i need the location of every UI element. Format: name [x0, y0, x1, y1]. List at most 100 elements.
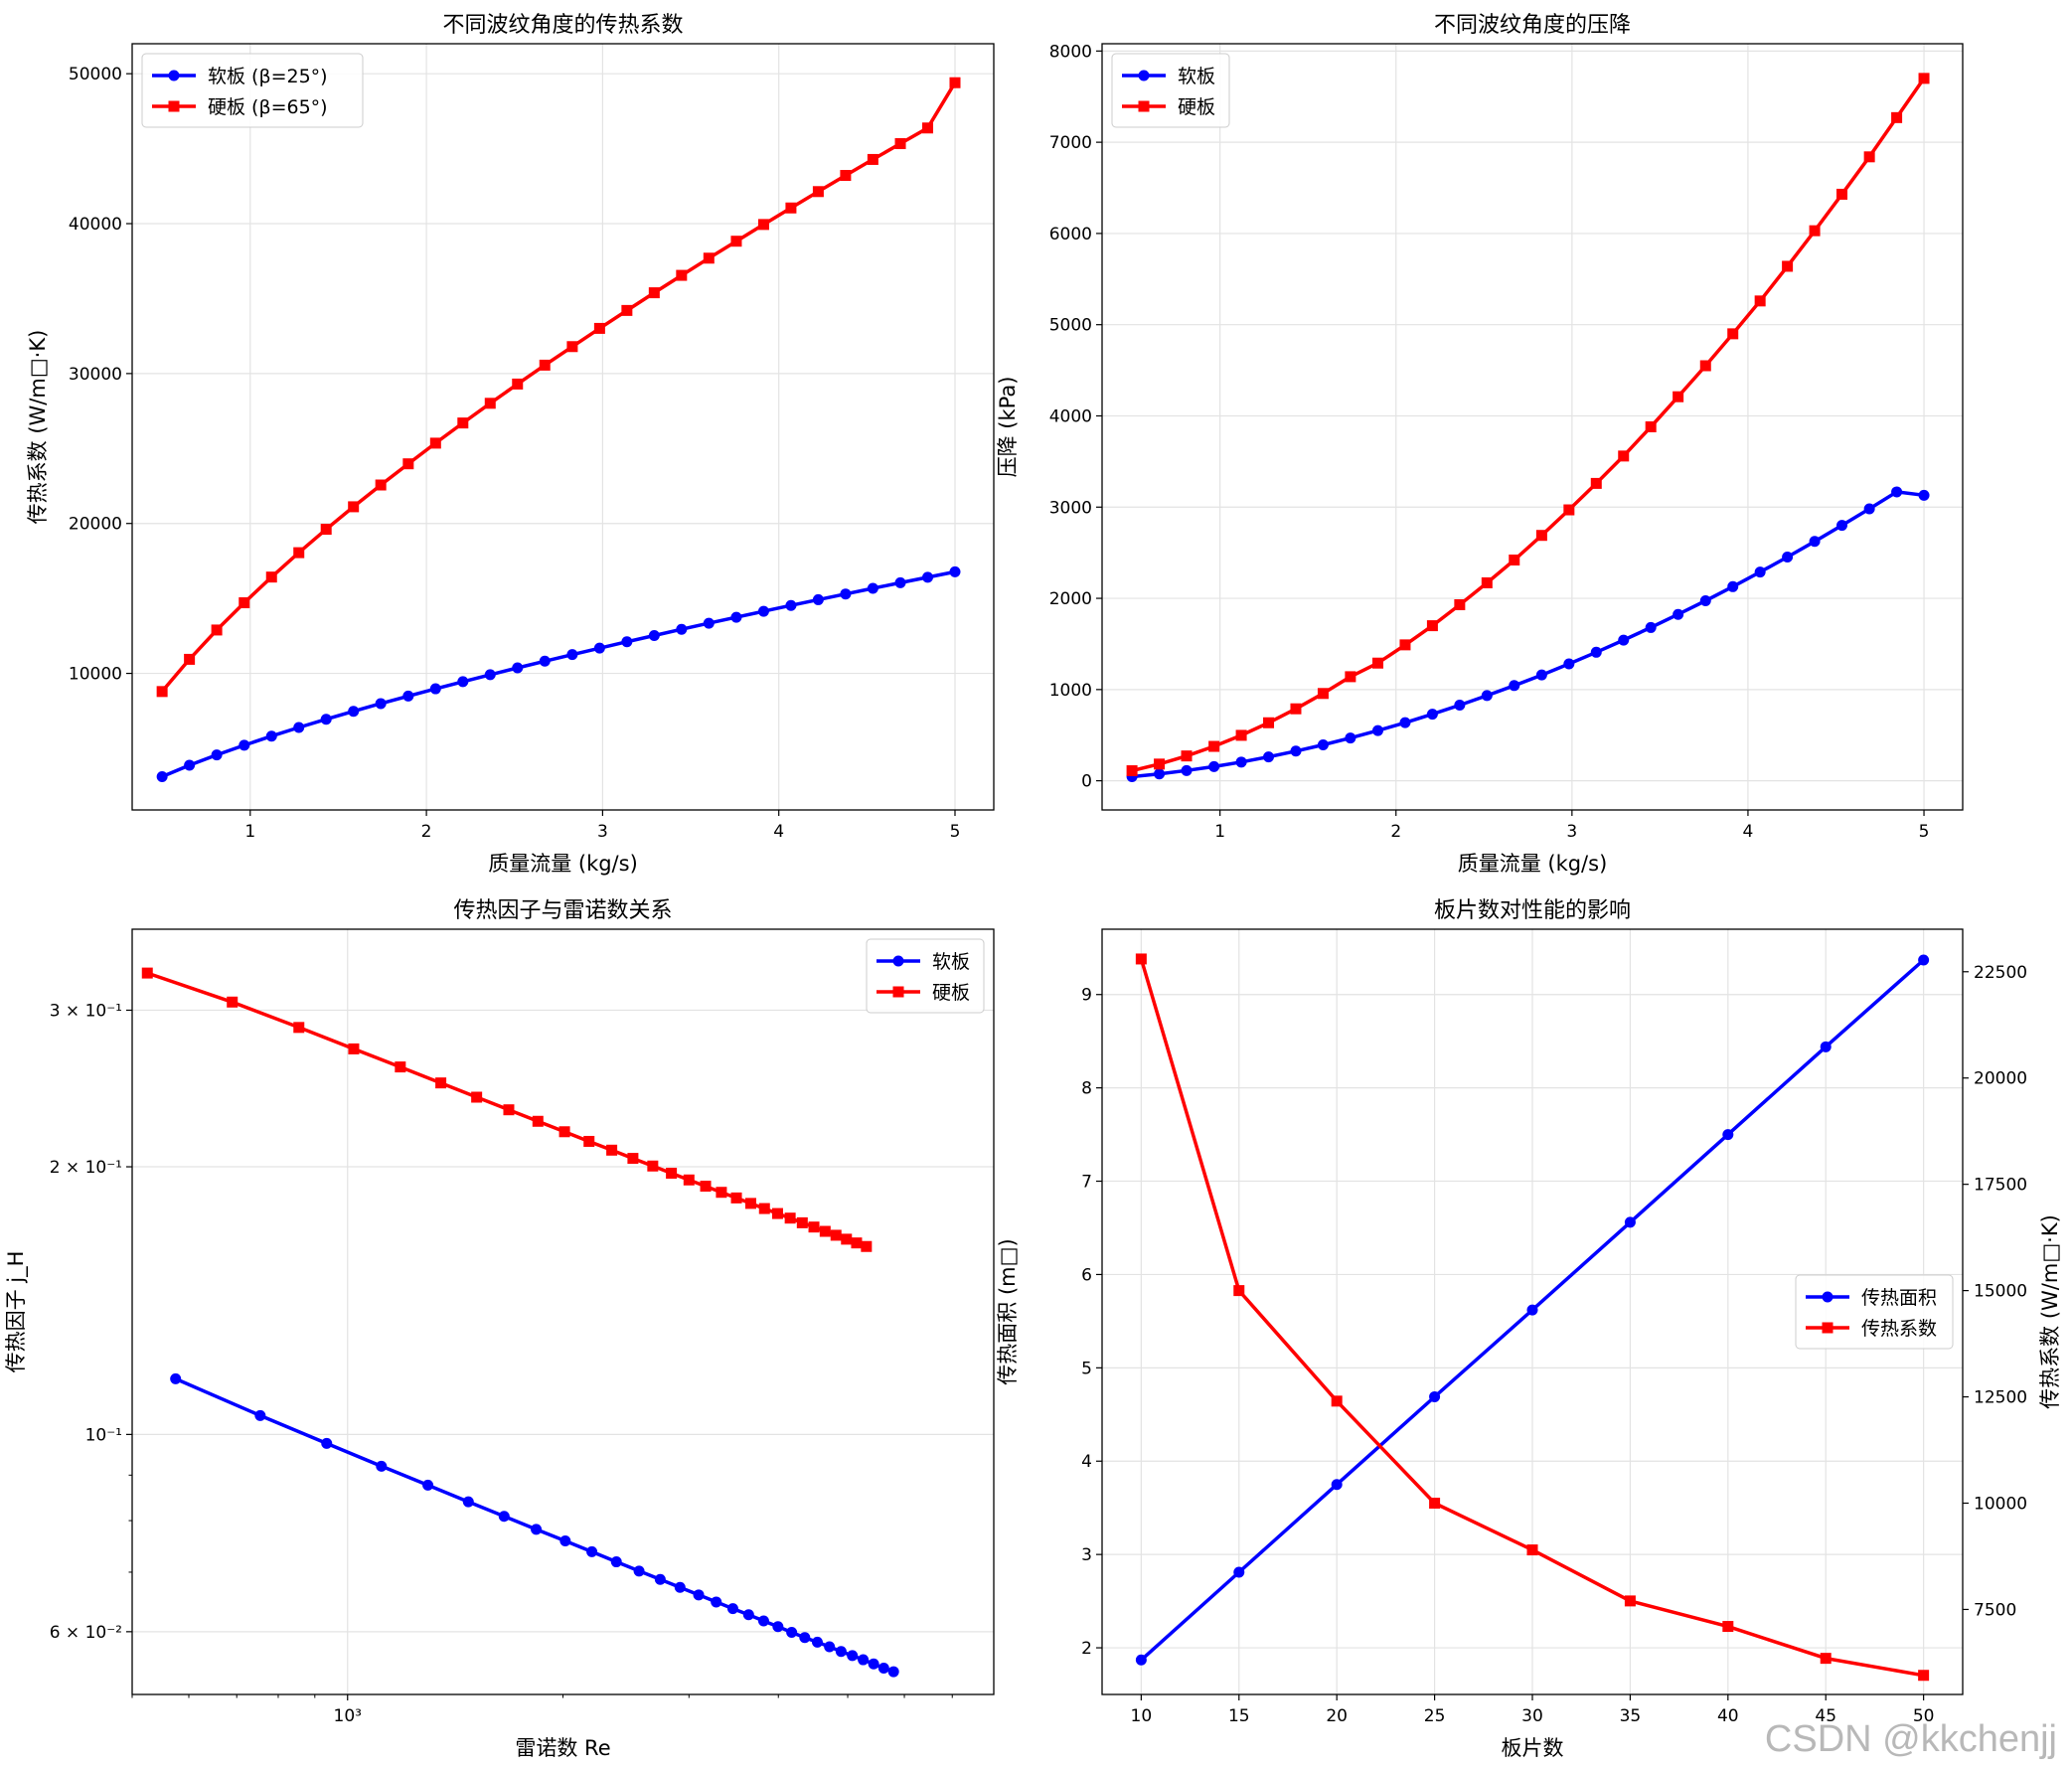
data-point: [593, 322, 605, 334]
y-tick-label: 1000: [1049, 681, 1092, 701]
x-tick-label: 10³: [334, 1706, 362, 1726]
data-point: [1233, 1285, 1245, 1297]
data-point: [1918, 954, 1930, 966]
y-tick-label: 5000: [1049, 316, 1092, 336]
data-point: [1454, 598, 1466, 610]
legend-label: 软板: [1178, 66, 1215, 87]
data-point: [429, 437, 441, 449]
data-point: [265, 571, 277, 583]
data-point: [184, 759, 196, 771]
chart-panel-2: 0 1000 2000 3000 4000 5000 6000 7000 8000 1 2 3 4 5 不同…: [996, 13, 1964, 876]
data-point: [676, 269, 688, 281]
data-point: [320, 524, 332, 536]
y-right-tick-label: 12500: [1974, 1388, 2027, 1408]
data-point: [1863, 503, 1875, 515]
data-point: [566, 649, 578, 661]
data-point: [867, 153, 878, 165]
data-point: [1722, 1621, 1734, 1633]
data-point: [847, 1650, 859, 1662]
data-point: [1891, 486, 1903, 498]
x-axis-label: 雷诺数 Re: [515, 1736, 610, 1760]
x-tick-label: 10: [1131, 1706, 1153, 1726]
data-point: [786, 1626, 798, 1638]
data-point: [1918, 1670, 1930, 1682]
data-point: [1399, 717, 1411, 728]
data-point: [824, 1641, 836, 1653]
data-point: [170, 1372, 182, 1384]
data-point: [1509, 680, 1520, 692]
y-right-tick-label: 15000: [1974, 1282, 2027, 1302]
data-point: [1454, 700, 1466, 712]
data-point: [868, 1658, 879, 1670]
data-point: [593, 642, 605, 654]
y-right-tick-label: 22500: [1974, 963, 2027, 983]
y-tick-label: 20000: [69, 515, 122, 535]
x-tick-label: 5: [1919, 822, 1930, 842]
legend-label: 硬板: [932, 982, 970, 1004]
data-point: [1722, 1129, 1734, 1141]
x-axis-label: 质量流量 (kg/s): [1458, 852, 1608, 876]
data-point: [861, 1240, 873, 1252]
y-tick-label: 10⁻¹: [85, 1425, 122, 1445]
data-point: [1331, 1395, 1343, 1407]
data-point: [1331, 1479, 1343, 1491]
data-point: [1590, 646, 1602, 658]
data-point: [1263, 717, 1275, 728]
data-point: [812, 1636, 824, 1648]
x-tick-label: 35: [1620, 1706, 1642, 1726]
data-point: [887, 1666, 899, 1678]
data-point: [1754, 295, 1766, 307]
data-point: [1624, 1216, 1636, 1228]
x-tick-label: 3: [1566, 822, 1577, 842]
data-point: [512, 662, 524, 674]
data-point: [1135, 953, 1147, 965]
data-point: [156, 770, 168, 782]
data-point: [1317, 738, 1329, 750]
y-right-tick-label: 7500: [1974, 1600, 2016, 1620]
data-point: [320, 714, 332, 725]
data-point: [840, 170, 852, 182]
y-tick-label: 9: [1081, 986, 1092, 1006]
data-point: [1535, 669, 1547, 681]
data-point: [647, 1160, 659, 1172]
data-point: [757, 219, 769, 231]
data-point: [757, 1615, 769, 1627]
data-point: [648, 287, 660, 299]
y-tick-label: 7000: [1049, 133, 1092, 153]
data-point: [1809, 536, 1821, 548]
data-point: [949, 565, 961, 577]
series-line: [1131, 490, 1925, 779]
data-point: [1590, 477, 1602, 489]
data-point: [830, 1229, 842, 1241]
data-point: [1233, 1566, 1245, 1578]
data-point: [1645, 621, 1657, 633]
data-point: [422, 1479, 434, 1491]
y-right-tick-label: 10000: [1974, 1495, 2027, 1515]
x-tick-label: 20: [1326, 1706, 1348, 1726]
data-point: [402, 690, 414, 702]
data-point: [1822, 1291, 1833, 1303]
data-point: [1526, 1304, 1538, 1316]
y-tick-label: 4: [1081, 1452, 1092, 1472]
data-point: [785, 202, 797, 214]
y-tick-label: 6 × 10⁻²: [50, 1623, 122, 1643]
x-axis-label: 板片数: [1502, 1736, 1564, 1760]
y-tick-label: 6: [1081, 1265, 1092, 1285]
data-point: [1526, 1544, 1538, 1556]
data-point: [1481, 576, 1493, 588]
data-point: [892, 986, 904, 998]
data-point: [676, 623, 688, 635]
data-point: [168, 100, 180, 112]
x-tick-label: 4: [773, 822, 784, 842]
y-tick-label: 30000: [69, 365, 122, 385]
data-point: [1782, 260, 1794, 272]
data-point: [586, 1545, 598, 1557]
data-point: [395, 1061, 406, 1073]
data-point: [1624, 1595, 1636, 1607]
data-point: [922, 571, 934, 583]
legend-label: 传热系数: [1861, 1318, 1937, 1340]
legend-label: 硬板 (β=65°): [208, 96, 328, 118]
data-point: [922, 122, 934, 134]
data-point: [1836, 520, 1848, 532]
